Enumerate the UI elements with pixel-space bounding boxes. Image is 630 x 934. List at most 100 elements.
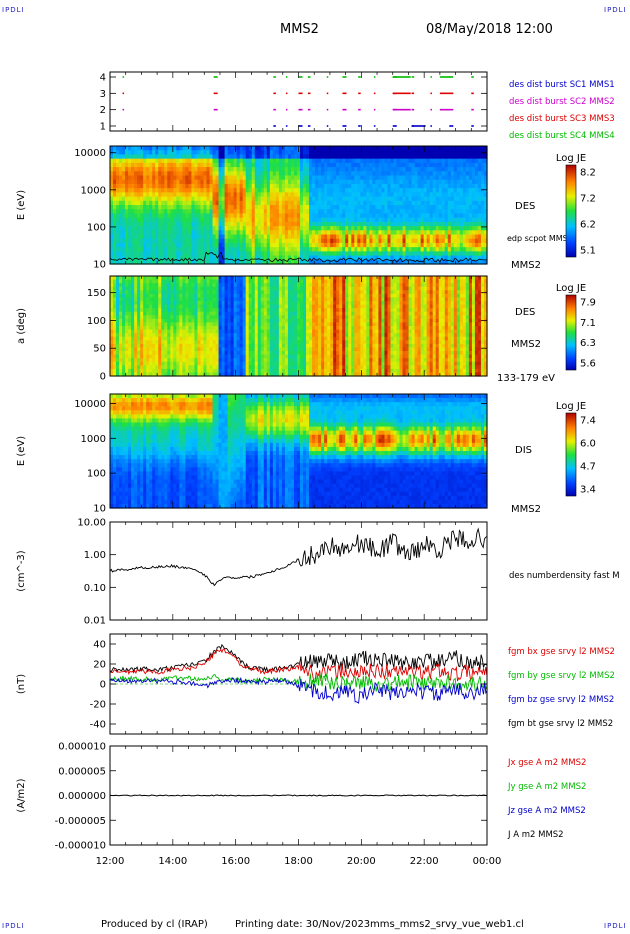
des-energy-cell [110, 209, 114, 215]
des-energy-cell [321, 209, 325, 215]
des-energy-cell [110, 162, 114, 168]
des-energy-cell [248, 234, 253, 240]
des-energy-cell [414, 209, 419, 215]
des-energy-cell [396, 196, 401, 202]
des-energy-cell [164, 255, 168, 261]
des-energy-cell [218, 209, 223, 215]
des-pitch-cell [224, 322, 229, 327]
des-energy-cell [330, 167, 334, 172]
des-energy-cell [327, 200, 331, 206]
des-energy-cell [384, 158, 389, 164]
des-energy-cell [236, 175, 241, 181]
des-energy-cell [465, 259, 470, 265]
des-energy-cell [164, 209, 168, 215]
des-pitch-cell [110, 372, 114, 377]
des-energy-cell [372, 213, 377, 219]
des-pitch-cell [263, 368, 268, 374]
des-energy-cell [140, 234, 144, 240]
des-pitch-cell [209, 283, 214, 288]
des-energy-cell [342, 221, 346, 227]
des-energy-cell [450, 217, 455, 223]
des-energy-cell [396, 179, 401, 185]
des-pitch-cell [125, 365, 129, 370]
des-pitch-cell [182, 290, 186, 295]
des-energy-cell [363, 171, 367, 177]
des-energy-cell [143, 200, 147, 206]
des-energy-cell [474, 255, 479, 261]
des-pitch-cell [239, 329, 244, 334]
des-pitch-cell [131, 340, 135, 345]
des-pitch-cell [152, 372, 156, 377]
des-pitch-cell [209, 354, 214, 359]
des-energy-cell [417, 150, 422, 156]
des-pitch-cell [152, 326, 156, 331]
des-pitch-cell [263, 301, 268, 306]
des-energy-cell [333, 230, 337, 236]
des-energy-cell [125, 200, 129, 206]
des-pitch-cell [227, 318, 232, 324]
des-energy-cell [306, 238, 310, 244]
des-pitch-cell [215, 333, 220, 338]
des-energy-cell [423, 247, 428, 252]
des-energy-cell [300, 188, 304, 193]
des-energy-cell [471, 154, 476, 160]
des-energy-cell [339, 196, 343, 202]
des-energy-cell [251, 242, 256, 248]
des-pitch-cell [158, 304, 162, 309]
des-energy-cell [173, 162, 177, 168]
des-pitch-cell [191, 311, 196, 316]
des-energy-cell [110, 247, 114, 252]
des-pitch-cell [233, 340, 238, 345]
des-pitch-cell [155, 329, 159, 334]
des-pitch-cell [215, 293, 220, 299]
des-energy-cell [179, 146, 183, 151]
des-energy-cell [191, 217, 196, 223]
des-energy-cell [321, 162, 325, 168]
des-energy-cell [363, 162, 367, 168]
des-energy-cell [441, 150, 446, 156]
des-energy-cell [312, 217, 316, 223]
des-pitch-cell [269, 279, 274, 284]
des-energy-cell [450, 192, 455, 198]
des-energy-cell [387, 200, 392, 206]
des-pitch-cell [167, 304, 171, 309]
des-energy-cell [179, 226, 183, 231]
des-pitch-cell [161, 304, 165, 309]
des-energy-cell [447, 167, 452, 172]
des-pitch-cell [188, 293, 193, 299]
des-energy-cell [375, 234, 380, 240]
des-energy-cell [209, 255, 214, 261]
des-energy-cell [245, 255, 250, 261]
des-pitch-cell [176, 340, 180, 345]
des-pitch-cell [266, 354, 271, 359]
des-energy-cell [173, 179, 177, 185]
des-energy-cell [390, 242, 395, 248]
des-energy-cell [327, 150, 331, 156]
des-energy-cell [429, 230, 434, 236]
des-energy-cell [248, 259, 253, 265]
des-energy-cell [369, 213, 373, 219]
des-energy-cell [354, 226, 358, 231]
des-energy-cell [296, 192, 301, 198]
des-energy-cell [242, 209, 247, 215]
des-energy-cell [146, 188, 150, 193]
des-energy-cell [354, 259, 358, 265]
des-energy-cell [471, 205, 476, 210]
des-pitch-cell [152, 361, 156, 366]
des-energy-cell [369, 192, 373, 198]
des-pitch-cell [182, 365, 186, 370]
des-energy-cell [272, 259, 277, 265]
des-energy-cell [161, 205, 165, 210]
des-pitch-cell [143, 361, 147, 366]
des-energy-cell [381, 154, 386, 160]
des-energy-cell [212, 251, 217, 257]
des-energy-cell [411, 238, 416, 244]
des-energy-cell [293, 175, 298, 181]
des-pitch-cell [116, 283, 120, 288]
des-energy-cell [152, 230, 156, 236]
des-pitch-cell [155, 333, 159, 338]
des-energy-cell [411, 209, 416, 215]
des-energy-cell [315, 146, 319, 151]
des-energy-cell [438, 167, 443, 172]
des-energy-cell [281, 209, 286, 215]
